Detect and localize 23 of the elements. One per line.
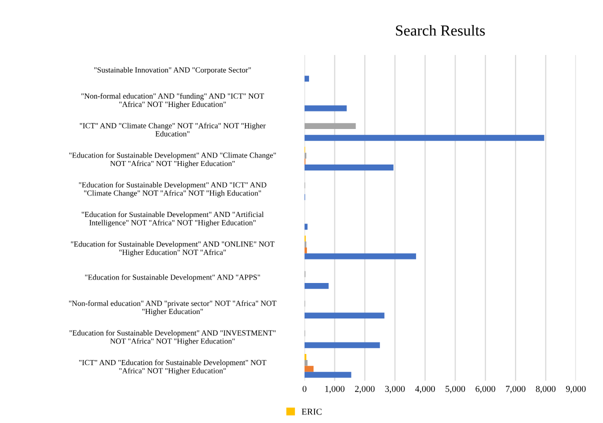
bar — [304, 76, 310, 82]
x-tick-label: 1,000 — [325, 386, 344, 394]
bar — [304, 164, 394, 170]
x-tick-label: 2,000 — [355, 386, 375, 394]
x-tick-label: 3,000 — [385, 386, 405, 394]
bar — [304, 253, 416, 260]
x-tick-label: 5,000 — [446, 386, 466, 394]
x-tick-label: 4,000 — [415, 386, 435, 394]
x-tick-label: 6,000 — [476, 386, 496, 394]
x-tick-label: 7,000 — [506, 386, 526, 394]
bar — [304, 134, 544, 141]
bar — [304, 123, 356, 130]
legend-label: ERIC — [302, 408, 322, 415]
bar — [304, 105, 347, 112]
bar — [304, 282, 329, 289]
bar — [304, 312, 384, 319]
x-tick-label: 0 — [302, 386, 306, 392]
bar — [304, 372, 352, 378]
x-tick-label: 9,000 — [566, 386, 586, 394]
chart-title: Search Results — [396, 24, 485, 36]
x-tick-label: 8,000 — [536, 386, 556, 394]
bar — [304, 366, 314, 372]
bar — [304, 342, 380, 348]
